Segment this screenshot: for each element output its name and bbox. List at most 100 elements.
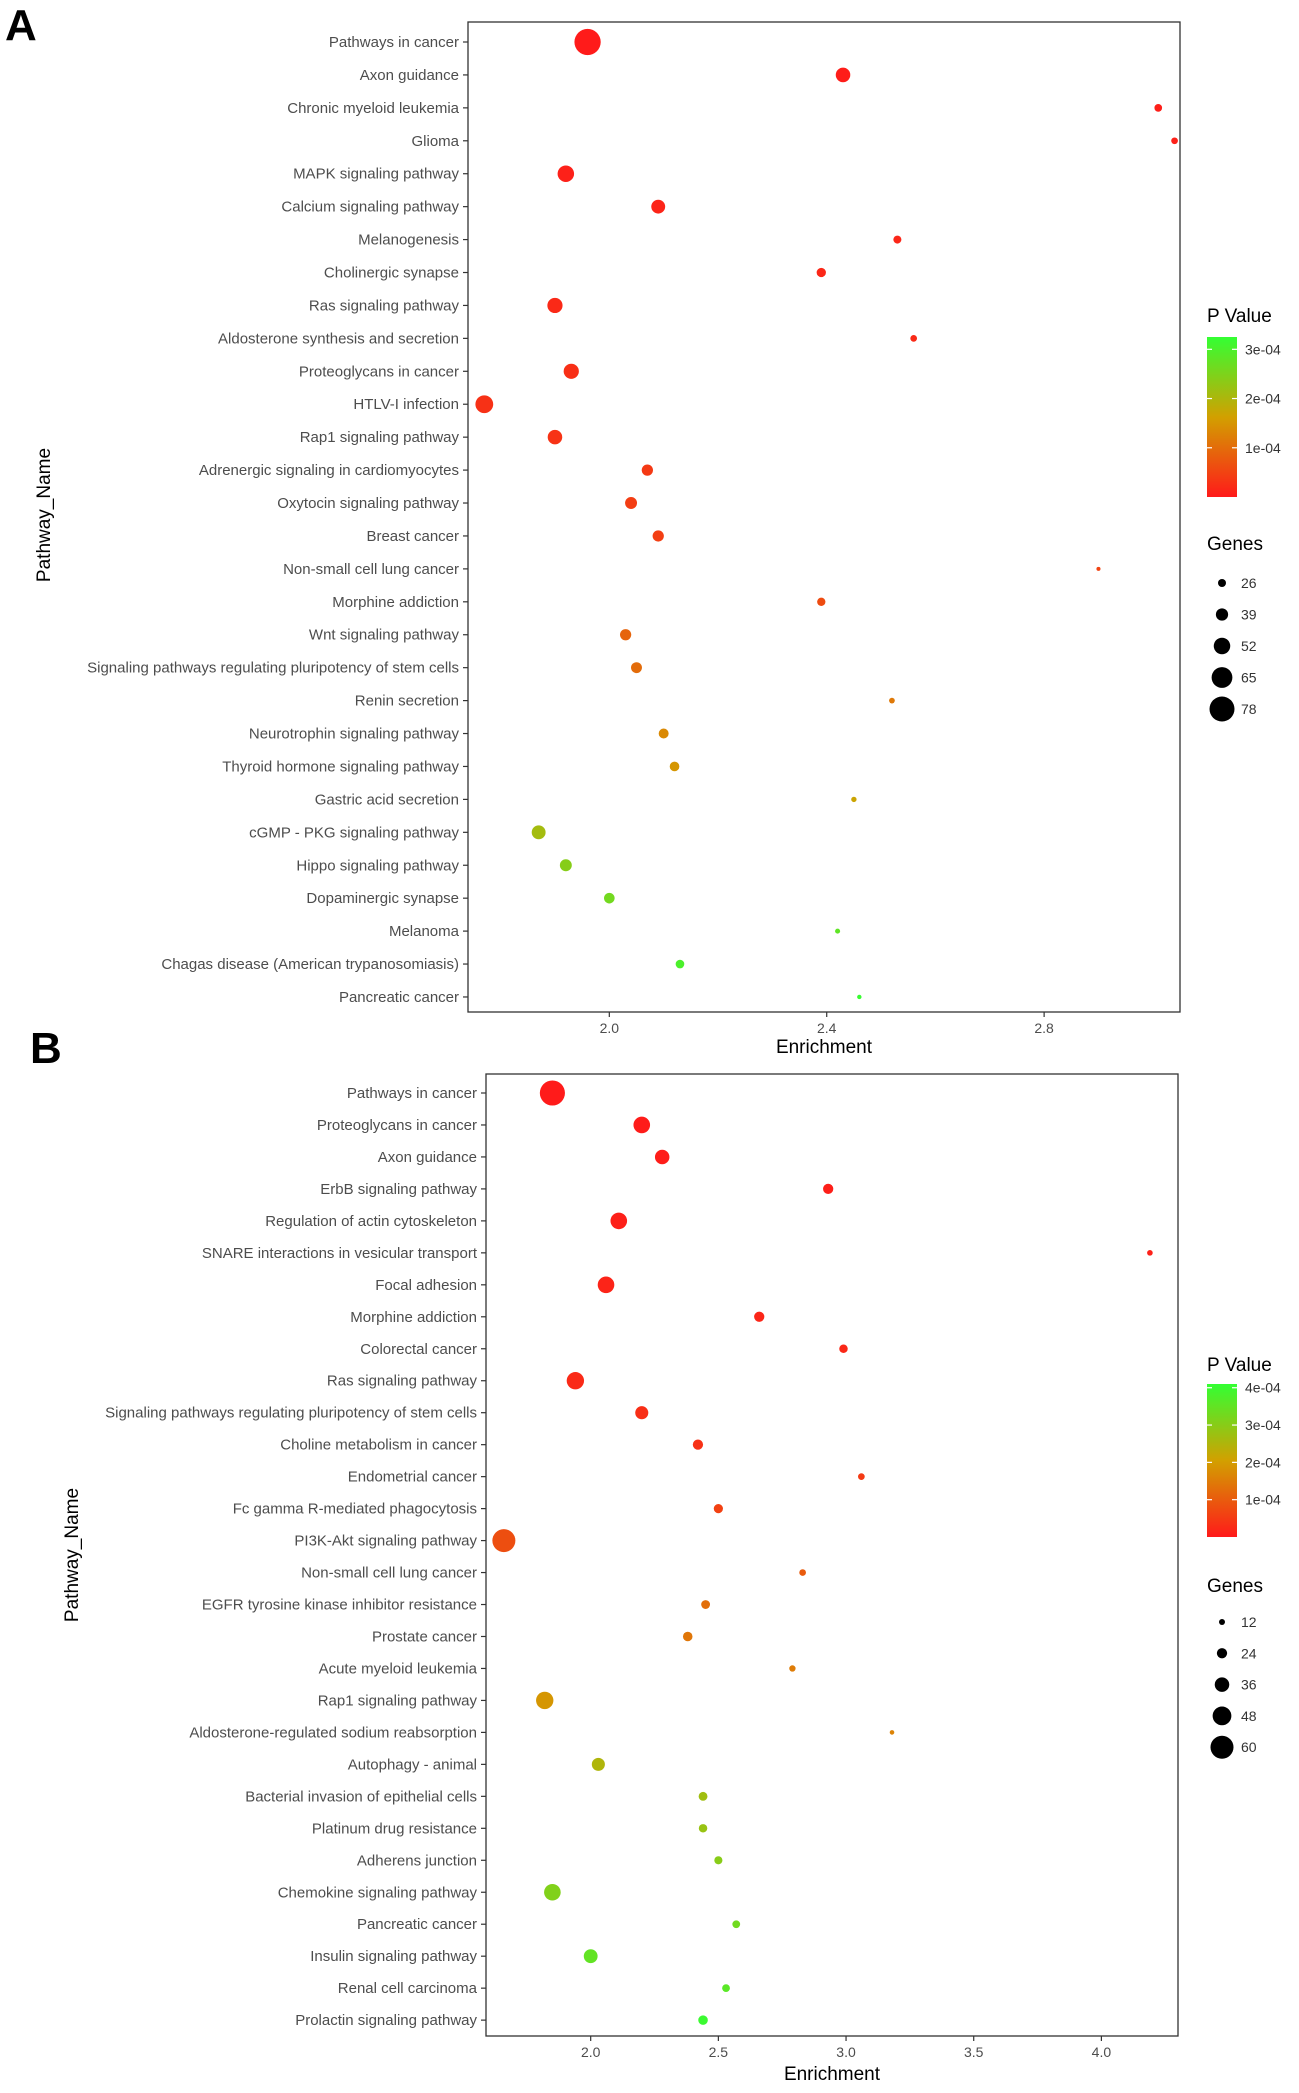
y-tick-label: Morphine addiction (350, 1309, 477, 1326)
y-tick-label: Insulin signaling pathway (310, 1948, 477, 1965)
data-point (698, 2015, 708, 2025)
y-tick-label: Glioma (411, 133, 459, 150)
y-tick-label: Pancreatic cancer (357, 1916, 477, 1933)
plot-frame (467, 21, 1181, 1013)
y-tick-label: Morphine addiction (332, 594, 459, 611)
y-tick-label: Rap1 signaling pathway (318, 1692, 478, 1709)
data-point (816, 267, 826, 278)
y-tick-label: Adherens junction (357, 1852, 477, 1869)
panel-a-chart: Pathways in cancer Axon guidance Chronic m… (34, 21, 1281, 1058)
data-point (722, 1984, 730, 1993)
y-tick-label: Signaling pathways regulating pluripoten… (87, 660, 459, 677)
size-legend-dot (1209, 696, 1235, 722)
y-tick-label: Choline metabolism in cancer (280, 1437, 477, 1454)
y-tick-label: Ras signaling pathway (327, 1373, 478, 1390)
y-tick-label: Cholinergic synapse (324, 265, 459, 282)
data-point (531, 825, 546, 840)
size-legend-dot (1212, 1706, 1232, 1726)
size-legend-label: 39 (1241, 607, 1257, 623)
data-point (547, 297, 563, 314)
data-point (889, 1730, 895, 1735)
color-legend-label: 2e-04 (1245, 1454, 1281, 1470)
y-tick-label: Chronic myeloid leukemia (287, 100, 459, 117)
size-legend-label: 48 (1241, 1708, 1257, 1724)
x-tick-label: 2.4 (817, 1020, 837, 1036)
panel-b-chart: Pathways in cancer Proteoglycans in cance… (62, 1073, 1281, 2085)
data-point (544, 1883, 561, 1901)
y-tick-label: Autophagy - animal (348, 1756, 477, 1773)
color-legend-label: 3e-04 (1245, 1417, 1281, 1433)
data-point (1171, 137, 1178, 145)
data-point (631, 662, 642, 674)
size-legend-dot (1218, 579, 1226, 587)
data-point (547, 429, 563, 445)
y-tick-label: Melanogenesis (358, 232, 459, 249)
size-legend-dot (1216, 1648, 1228, 1659)
y-tick-label: ErbB signaling pathway (320, 1181, 477, 1198)
x-tick-label: 4.0 (1092, 2044, 1112, 2060)
data-point (789, 1665, 796, 1672)
size-legend-label: 60 (1241, 1739, 1257, 1755)
y-tick-label: Prostate cancer (372, 1628, 477, 1645)
y-tick-label: Pancreatic cancer (339, 989, 459, 1006)
y-tick-label: SNARE interactions in vesicular transpor… (202, 1245, 478, 1262)
data-point (851, 796, 857, 803)
data-point (754, 1311, 765, 1322)
data-point (610, 1212, 628, 1230)
y-tick-label: Endometrial cancer (348, 1469, 477, 1486)
x-tick-label: 2.0 (581, 2044, 601, 2060)
data-point (701, 1600, 711, 1609)
data-point (492, 1529, 516, 1553)
y-tick-label: Focal adhesion (375, 1277, 477, 1294)
data-point (619, 629, 632, 641)
data-point (658, 728, 669, 739)
data-point (591, 1757, 605, 1771)
color-legend-label: 1e-04 (1245, 1492, 1281, 1508)
y-tick-label: Proteoglycans in cancer (317, 1117, 477, 1134)
y-axis-title: Pathway_Name (34, 448, 55, 582)
color-legend-label: 2e-04 (1245, 391, 1281, 407)
y-tick-label: HTLV-I infection (353, 396, 459, 413)
data-point (889, 697, 895, 704)
y-tick-label: Dopaminergic synapse (306, 890, 459, 907)
data-point (698, 1791, 708, 1801)
y-tick-label: Rap1 signaling pathway (300, 429, 460, 446)
y-tick-label: Aldosterone-regulated sodium reabsorptio… (189, 1724, 477, 1741)
y-tick-label: Axon guidance (360, 67, 459, 84)
y-tick-label: Non-small cell lung cancer (283, 561, 459, 578)
data-point (633, 1116, 651, 1134)
color-legend-title: P Value (1207, 306, 1272, 327)
data-point (714, 1856, 723, 1865)
size-legend-label: 65 (1241, 670, 1257, 686)
size-legend-title: Genes (1207, 1576, 1263, 1597)
data-point (675, 959, 685, 969)
size-legend-label: 26 (1241, 575, 1257, 591)
data-point (692, 1439, 704, 1450)
data-point (651, 199, 666, 214)
data-point (823, 1183, 834, 1195)
panel-a-letter: A (5, 1, 37, 50)
size-legend-title: Genes (1207, 534, 1263, 555)
data-point (597, 1276, 615, 1294)
color-legend-label: 1e-04 (1245, 440, 1281, 456)
data-point (604, 892, 615, 904)
data-point (574, 28, 601, 56)
data-point (732, 1920, 741, 1929)
data-point (893, 235, 902, 244)
size-legend-dot (1215, 608, 1229, 621)
panel-b-letter: B (30, 1024, 62, 1073)
data-point (559, 859, 572, 872)
y-tick-label: Aldosterone synthesis and secretion (218, 330, 459, 347)
size-legend-dot (1213, 637, 1231, 655)
data-point (635, 1406, 649, 1420)
plot-frame (485, 1073, 1179, 2037)
y-tick-label: Adrenergic signaling in cardiomyocytes (199, 462, 459, 479)
y-tick-label: Regulation of actin cytoskeleton (265, 1213, 477, 1230)
x-tick-label: 2.8 (1034, 1020, 1054, 1036)
x-tick-label: 2.5 (709, 2044, 729, 2060)
y-tick-label: Prolactin signaling pathway (295, 2012, 477, 2029)
data-point (858, 1473, 865, 1480)
y-tick-label: Pathways in cancer (347, 1085, 477, 1102)
data-point (713, 1504, 723, 1514)
